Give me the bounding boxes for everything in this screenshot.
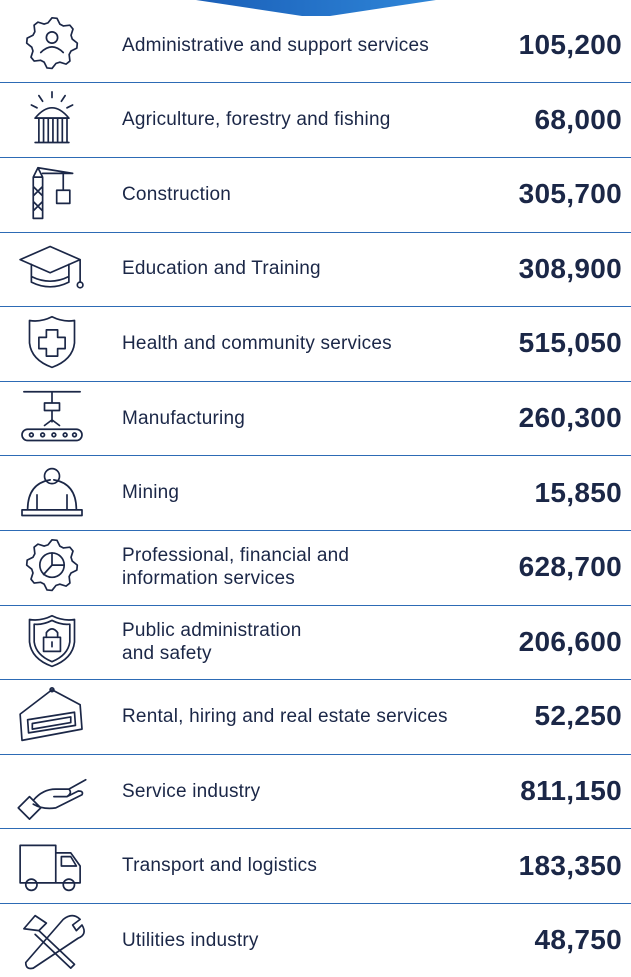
row-icon <box>21 390 83 442</box>
row-value: 52,250 <box>534 700 622 732</box>
list-row: Service industry 811,150 <box>0 754 631 828</box>
row-separator <box>0 156 631 158</box>
list-row: Construction 305,700 <box>0 157 631 231</box>
row-separator <box>0 679 631 681</box>
row-value: 105,200 <box>518 29 622 60</box>
row-separator <box>0 902 631 904</box>
label-line: Public administration <box>122 619 302 641</box>
row-value: 811,150 <box>520 775 622 806</box>
row-label: Professional, financial and information s… <box>122 530 349 604</box>
banner <box>196 0 436 16</box>
row-icon <box>19 687 83 742</box>
row-separator <box>0 529 631 531</box>
label-line: Manufacturing <box>122 407 246 429</box>
label-line: and safety <box>122 642 212 664</box>
row-icon <box>21 467 83 516</box>
row-label: Public administration and safety <box>122 605 302 679</box>
row-separator <box>0 828 631 830</box>
row-icon <box>32 167 74 220</box>
list-row: Administrative and support services 105,2… <box>0 8 631 82</box>
list-row: Mining 15,850 <box>0 456 631 530</box>
row-value: 68,000 <box>534 103 622 135</box>
row-label: Education and Training <box>122 232 321 306</box>
row-separator <box>0 753 631 755</box>
row-value: 48,750 <box>534 924 622 956</box>
label-line: Agriculture, forestry and fishing <box>122 109 391 131</box>
list-row: Public administration and safety 206,600 <box>0 605 631 679</box>
row-separator <box>0 455 631 457</box>
label-line: Rental, hiring and real estate services <box>122 705 448 727</box>
row-label: Rental, hiring and real estate services <box>122 679 448 753</box>
row-label: Administrative and support services <box>122 8 429 82</box>
row-icon <box>25 16 79 70</box>
row-icon <box>28 614 76 668</box>
row-value: 308,900 <box>518 252 622 284</box>
label-line: Construction <box>122 183 232 205</box>
row-icon <box>19 844 81 891</box>
row-value: 206,600 <box>518 625 622 657</box>
row-icon <box>23 914 85 970</box>
row-icon <box>17 778 87 820</box>
list-row: Education and Training 308,900 <box>0 232 631 306</box>
row-value: 15,850 <box>534 476 622 508</box>
label-line: Administrative and support services <box>122 34 429 56</box>
row-label: Construction <box>122 157 231 231</box>
label-line: Service industry <box>122 780 261 802</box>
row-label: Agriculture, forestry and fishing <box>122 83 391 157</box>
row-label: Health and community services <box>122 306 392 380</box>
row-separator <box>0 231 631 233</box>
label-line: Mining <box>122 482 180 504</box>
label-line: Health and community services <box>122 332 392 354</box>
row-separator <box>0 82 631 84</box>
row-label: Manufacturing <box>122 381 245 455</box>
row-value: 515,050 <box>518 327 622 359</box>
row-separator <box>0 380 631 382</box>
row-label: Utilities industry <box>122 903 259 977</box>
list-row: Utilities industry 48,750 <box>0 903 631 977</box>
list-row: Transport and logistics 183,350 <box>0 829 631 903</box>
list-row: Agriculture, forestry and fishing 68,000 <box>0 83 631 157</box>
list-row: Rental, hiring and real estate services 5… <box>0 679 631 753</box>
list-row: Manufacturing 260,300 <box>0 381 631 455</box>
row-value: 628,700 <box>518 551 622 583</box>
label-line: information services <box>122 568 295 590</box>
row-icon <box>19 245 84 289</box>
label-line: Professional, financial and <box>122 545 350 567</box>
row-separator <box>0 604 631 606</box>
label-line: Education and Training <box>122 258 321 280</box>
row-label: Service industry <box>122 754 260 828</box>
label-line: Transport and logistics <box>122 855 318 877</box>
row-value: 305,700 <box>518 178 622 210</box>
label-line: Utilities industry <box>122 929 259 951</box>
row-label: Mining <box>122 456 179 530</box>
row-icon <box>28 316 76 369</box>
row-icon <box>25 539 79 592</box>
row-label: Transport and logistics <box>122 829 317 903</box>
row-separator <box>0 306 631 308</box>
row-value: 260,300 <box>518 402 622 433</box>
list-row: Professional, financial and information s… <box>0 530 631 604</box>
list-row: Health and community services 515,050 <box>0 306 631 380</box>
row-value: 183,350 <box>518 849 622 881</box>
row-icon <box>30 90 74 143</box>
